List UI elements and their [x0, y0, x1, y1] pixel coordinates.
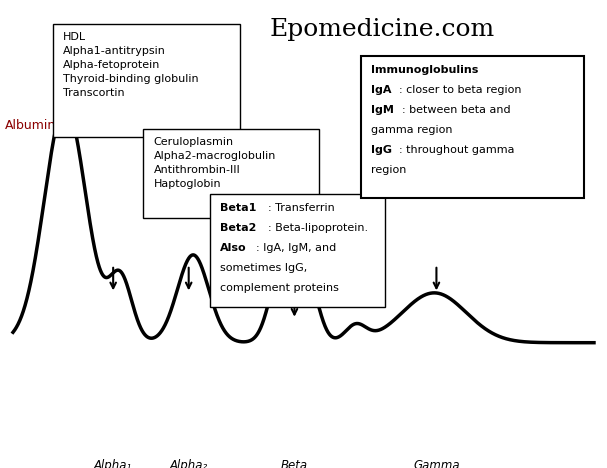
Text: : IgA, IgM, and: : IgA, IgM, and [256, 243, 336, 253]
Text: : throughout gamma: : throughout gamma [399, 145, 515, 155]
FancyBboxPatch shape [361, 56, 585, 198]
Text: : closer to beta region: : closer to beta region [399, 85, 521, 95]
FancyBboxPatch shape [210, 194, 385, 307]
Text: HDL
Alpha1-antitrypsin
Alpha-fetoprotein
Thyroid-binding globulin
Transcortin: HDL Alpha1-antitrypsin Alpha-fetoprotein… [63, 32, 198, 98]
Text: IgG: IgG [371, 145, 392, 155]
Text: : Transferrin: : Transferrin [268, 203, 335, 213]
Text: IgA: IgA [371, 85, 392, 95]
Text: Albumin: Albumin [4, 118, 56, 132]
Text: Ceruloplasmin
Alpha2-macroglobulin
Antithrombin-III
Haptoglobin: Ceruloplasmin Alpha2-macroglobulin Antit… [154, 137, 276, 189]
Text: gamma region: gamma region [371, 125, 453, 135]
Text: region: region [371, 165, 407, 175]
Text: Also: Also [220, 243, 246, 253]
Text: sometimes IgG,: sometimes IgG, [220, 263, 307, 273]
Text: Beta1: Beta1 [220, 203, 257, 213]
Text: complement proteins: complement proteins [220, 283, 339, 292]
FancyBboxPatch shape [53, 24, 240, 137]
Text: Beta: Beta [281, 460, 308, 468]
Text: Epomedicine.com: Epomedicine.com [270, 18, 495, 41]
Text: Immunoglobulins: Immunoglobulins [371, 66, 478, 75]
Text: : between beta and: : between beta and [402, 105, 510, 115]
Text: IgM: IgM [371, 105, 394, 115]
FancyBboxPatch shape [143, 129, 319, 218]
Text: Alpha₂: Alpha₂ [169, 460, 208, 468]
Text: Gamma: Gamma [413, 460, 459, 468]
Text: : Beta-lipoprotein.: : Beta-lipoprotein. [268, 223, 368, 233]
Text: Alpha₁: Alpha₁ [94, 460, 132, 468]
Text: Beta2: Beta2 [220, 223, 257, 233]
